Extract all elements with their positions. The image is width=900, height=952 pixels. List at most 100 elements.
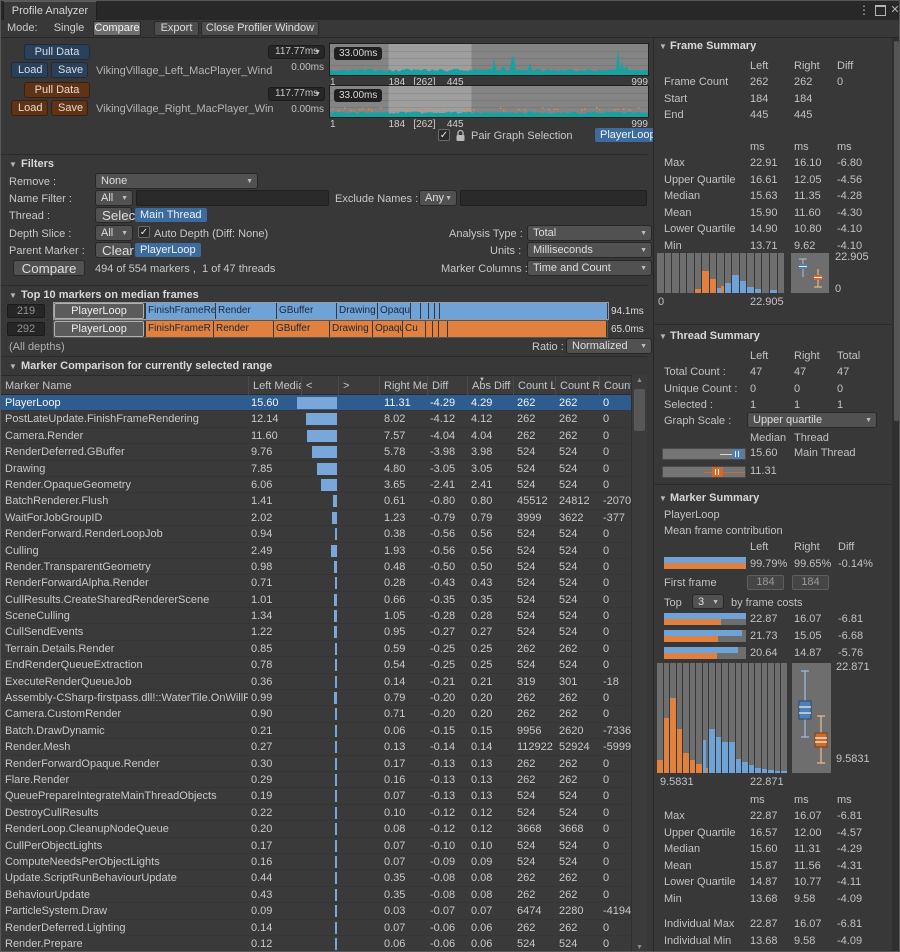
window-tab[interactable]: Profile Analyzer (3, 1, 97, 20)
close-profiler-window-button[interactable]: Close Profiler Window (201, 21, 319, 36)
marker-summary-foldout-icon[interactable]: ▼ (659, 494, 667, 503)
table-row[interactable]: ParticleSystem.Draw 0.09 0.03 -0.07 0.07 6474… (1, 903, 631, 920)
top10-marker-segment[interactable]: Opaqu (378, 303, 410, 319)
table-row[interactable]: PostLateUpdate.FinishFrameRendering 12.14… (1, 411, 631, 428)
top10-marker-segment[interactable]: FinishFrameRe (146, 303, 215, 319)
table-row[interactable]: PlayerLoop 15.60 11.31 -4.29 4.29 262 262 0 (1, 395, 631, 412)
maximize-icon[interactable] (873, 3, 887, 17)
first-frame-right-button[interactable]: 184 (792, 575, 829, 590)
graph-scale-dropdown[interactable]: Upper quartile ▼ (747, 412, 877, 428)
parent-marker-tag[interactable]: PlayerLoop (135, 243, 201, 257)
top10-marker-segment[interactable] (411, 303, 420, 319)
name-filter-input[interactable] (136, 190, 329, 206)
comparison-scrollbar[interactable]: ▲ ▼ (631, 375, 647, 951)
top10-root-marker[interactable]: PlayerLoop (54, 303, 144, 319)
table-row[interactable]: DestroyCullResults 0.22 0.10 -0.12 0.12 524 52… (1, 805, 631, 822)
table-row[interactable]: RenderForwardAlpha.Render 0.71 0.28 -0.43 0.… (1, 575, 631, 592)
save-right-button[interactable]: Save (51, 100, 88, 116)
load-left-button[interactable]: Load (11, 62, 48, 78)
table-row[interactable]: RenderDeferred.Lighting 0.14 0.07 -0.06 0.06… (1, 920, 631, 936)
kebab-menu-icon[interactable]: ⋮ (858, 3, 870, 17)
top10-marker-segment[interactable]: Cu (403, 321, 425, 337)
left-graph-scale-dropdown[interactable]: 117.77ms ▼ (268, 45, 325, 59)
table-row[interactable]: Render.Mesh 0.27 0.13 -0.14 0.14 112922 52924-… (1, 739, 631, 756)
exclude-names-input[interactable] (460, 190, 647, 206)
col-count-left[interactable]: Count Left (513, 376, 555, 396)
depth-slice-dropdown[interactable]: All ▼ (95, 225, 133, 241)
table-row[interactable]: Render.Prepare 0.12 0.06 -0.06 0.06 524 524 0 (1, 936, 631, 951)
col-marker-name[interactable]: Marker Name (5, 380, 72, 392)
summary-scrollbar-thumb[interactable] (894, 41, 899, 421)
scrollbar-down-icon[interactable]: ▼ (636, 944, 643, 951)
thread-select-button[interactable]: Select (95, 207, 139, 223)
right-frame-graph[interactable]: 33.00ms (329, 85, 649, 118)
table-row[interactable]: BatchRenderer.Flush 1.41 0.61 -0.80 0.80 4551… (1, 493, 631, 510)
col-count-delta[interactable]: Count Delta (599, 376, 631, 396)
pair-lock-icon[interactable] (455, 129, 466, 142)
table-row[interactable]: RenderForwardOpaque.Render 0.30 0.17 -0.13 0… (1, 756, 631, 772)
summary-scrollbar[interactable] (892, 38, 899, 951)
table-row[interactable]: Camera.CustomRender 0.90 0.71 -0.20 0.20 262 2… (1, 706, 631, 723)
auto-depth-check[interactable]: ✓ (138, 226, 150, 238)
left-frame-graph[interactable]: 33.00ms (329, 43, 649, 76)
table-row[interactable]: CullPerObjectLights 0.17 0.07 -0.10 0.10 524 5… (1, 838, 631, 854)
table-row[interactable]: ExecuteRenderQueueJob 0.36 0.14 -0.21 0.21 31… (1, 674, 631, 691)
top10-flame-row[interactable]: PlayerLoop FinishFrameRe Render GBuffer Draw… (53, 302, 609, 320)
pull-data-left-button[interactable]: Pull Data (24, 44, 90, 60)
table-row[interactable]: EndRenderQueueExtraction 0.78 0.54 -0.25 0.2… (1, 657, 631, 674)
marker-columns-dropdown[interactable]: Time and Count ▼ (527, 260, 652, 276)
table-row[interactable]: CullSendEvents 1.22 0.95 -0.27 0.27 524 524 0 (1, 624, 631, 641)
table-row[interactable]: RenderLoop.CleanupNodeQueue 0.20 0.08 -0.12… (1, 821, 631, 838)
table-row[interactable]: QueuePrepareIntegrateMainThreadObjects 0.… (1, 788, 631, 805)
top10-flame-row[interactable]: PlayerLoop FinishFrameR Render GBuffer Drawi… (53, 320, 608, 338)
analysis-type-dropdown[interactable]: Total ▼ (527, 225, 652, 241)
name-filter-mode-dropdown[interactable]: All ▼ (95, 190, 133, 206)
col-left-bar[interactable]: < (301, 376, 338, 396)
top10-root-marker[interactable]: PlayerLoop (54, 321, 144, 337)
top10-marker-segment[interactable] (448, 321, 606, 337)
top10-marker-segment[interactable] (433, 321, 438, 337)
top10-marker-segment[interactable]: Drawing (337, 303, 377, 319)
table-row[interactable]: Render.TransparentGeometry 0.98 0.48 -0.50 0… (1, 559, 631, 576)
frame-summary-foldout-icon[interactable]: ▼ (659, 42, 667, 51)
table-row[interactable]: Drawing 7.85 4.80 -3.05 3.05 524 524 0 (1, 461, 631, 477)
table-row[interactable]: RenderDeferred.GBuffer 9.76 5.78 -3.98 3.98 5… (1, 444, 631, 461)
top10-marker-segment[interactable]: Opaqu (373, 321, 402, 337)
comparison-foldout-icon[interactable]: ▼ (9, 362, 17, 371)
mode-single-button[interactable]: Single (47, 21, 91, 36)
col-right-bar[interactable]: > (338, 376, 379, 396)
thread-summary-foldout-icon[interactable]: ▼ (659, 332, 667, 341)
mode-compare-button[interactable]: Compare (93, 21, 141, 36)
load-right-button[interactable]: Load (11, 100, 48, 116)
col-abs-diff[interactable]: Abs Diff (467, 376, 513, 396)
scrollbar-up-icon[interactable]: ▲ (636, 377, 643, 384)
top10-foldout-icon[interactable]: ▼ (9, 291, 17, 300)
top10-marker-segment[interactable] (426, 321, 432, 337)
top10-marker-segment[interactable]: GBuffer (274, 321, 329, 337)
top10-marker-segment[interactable] (429, 303, 434, 319)
pull-data-right-button[interactable]: Pull Data (24, 82, 90, 98)
table-row[interactable]: Update.ScriptRunBehaviourUpdate 0.44 0.35 -… (1, 870, 631, 887)
top10-marker-segment[interactable] (440, 303, 607, 319)
col-left-median[interactable]: Left Median (248, 376, 301, 396)
table-row[interactable]: Flare.Render 0.29 0.16 -0.13 0.13 262 262 0 (1, 772, 631, 789)
first-frame-left-button[interactable]: 184 (747, 575, 784, 590)
col-right-median[interactable]: Right Median (379, 376, 427, 396)
table-row[interactable]: Camera.Render 11.60 7.57 -4.04 4.04 262 262 0 (1, 428, 631, 445)
top10-marker-segment[interactable] (435, 303, 439, 319)
top10-marker-segment[interactable] (421, 303, 428, 319)
table-row[interactable]: Batch.DrawDynamic 0.21 0.06 -0.15 0.15 9956 26… (1, 723, 631, 740)
close-icon[interactable]: ✕ (890, 4, 900, 16)
table-row[interactable]: SceneCulling 1.34 1.05 -0.28 0.28 524 524 0 (1, 608, 631, 625)
top10-marker-segment[interactable]: Drawing (330, 321, 372, 337)
top-n-dropdown[interactable]: 3 ▼ (692, 594, 724, 609)
compare-button[interactable]: Compare (13, 260, 85, 276)
top10-marker-segment[interactable] (439, 321, 447, 337)
save-left-button[interactable]: Save (51, 62, 88, 78)
top10-marker-segment[interactable]: GBuffer (277, 303, 336, 319)
col-diff[interactable]: Diff (427, 376, 467, 396)
filters-foldout-icon[interactable]: ▼ (9, 160, 17, 169)
thread-tag[interactable]: Main Thread (135, 208, 207, 222)
right-graph-scale-dropdown[interactable]: 117.77ms ▼ (268, 87, 325, 101)
top10-marker-segment[interactable]: FinishFrameR (146, 321, 213, 337)
